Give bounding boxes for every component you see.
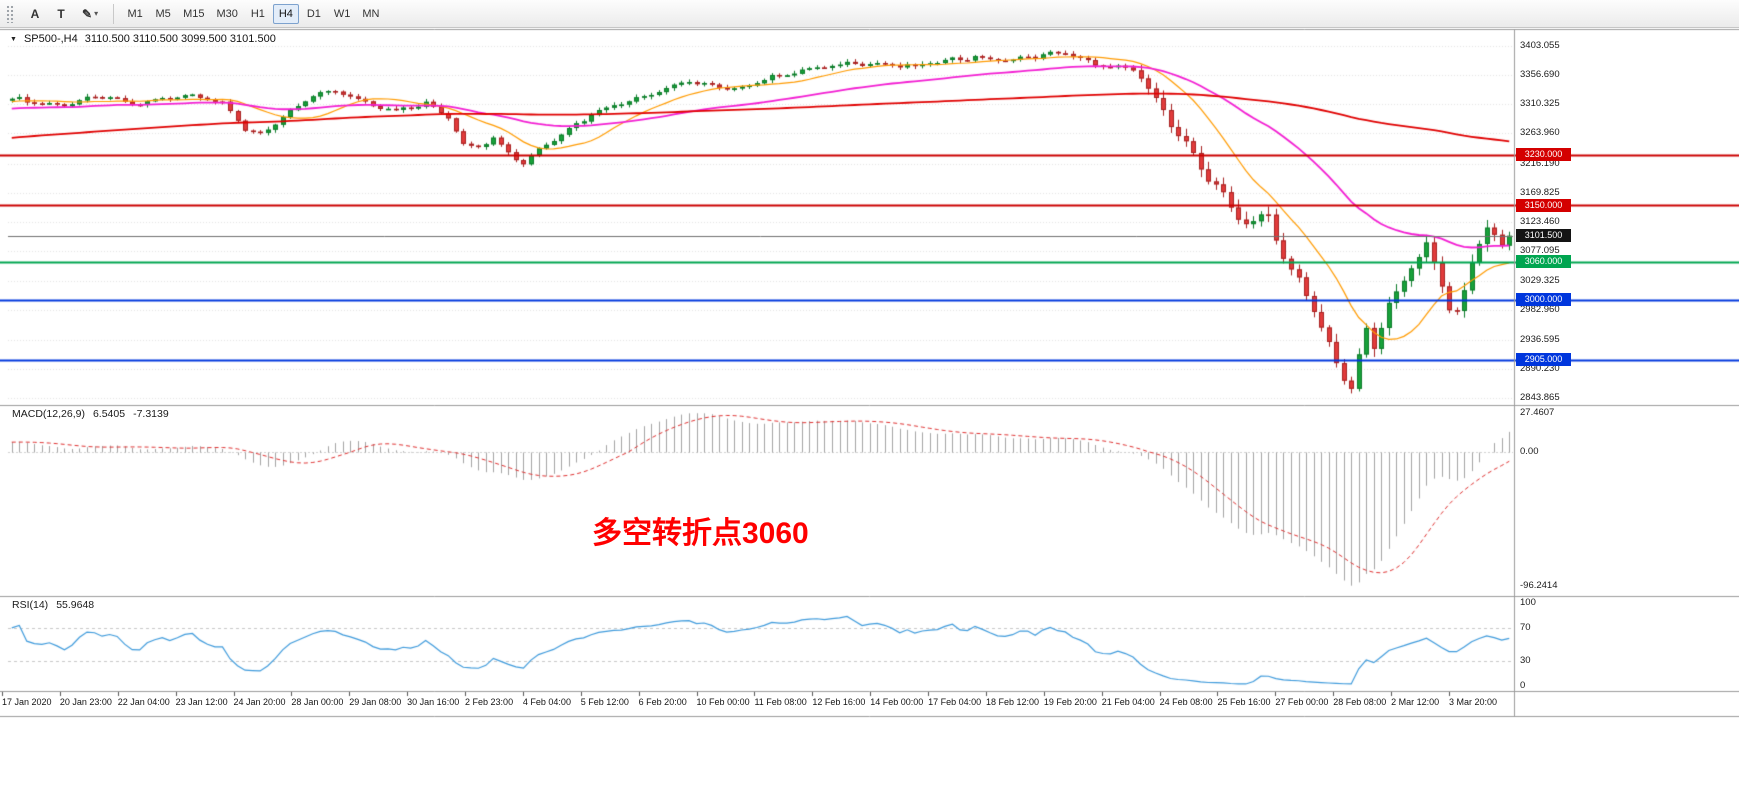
macd-indicator-name: MACD(12,26,9): [12, 408, 85, 420]
toolbar-separator: [113, 3, 115, 24]
symbol-ohlc-values: 3110.500 3110.500 3099.500 3101.500: [84, 33, 276, 45]
timeframe-button-h4[interactable]: H4: [272, 3, 299, 24]
text-tool-button[interactable]: A: [23, 3, 47, 25]
macd-signal-value: -7.3139: [133, 408, 169, 420]
symbol-marker-icon: ▼: [10, 35, 17, 43]
macd-main-value: 6.5405: [92, 408, 126, 420]
timeframe-button-w1[interactable]: W1: [329, 4, 356, 24]
rsi-indicator-name: RSI(14): [12, 599, 49, 611]
timeframe-button-m1[interactable]: M1: [122, 4, 148, 24]
timeframe-button-m15[interactable]: M15: [178, 4, 209, 24]
symbol-name: SP500-,H4: [23, 33, 78, 45]
timeframe-button-mn[interactable]: MN: [357, 4, 384, 24]
timeframe-toolbar: M1 M5 M15 M30 H1 H4 D1 W1 MN: [121, 3, 385, 24]
timeframe-button-m5[interactable]: M5: [150, 4, 176, 24]
chart-symbol-header: ▼ SP500-,H4 3110.500 3110.500 3099.500 3…: [10, 33, 276, 45]
text-label-tool-button[interactable]: T: [49, 3, 73, 25]
timeframe-button-h1[interactable]: H1: [245, 4, 271, 24]
drawing-tools-button[interactable]: ✎ ▾: [75, 3, 105, 25]
chevron-down-icon: ▾: [94, 9, 99, 18]
annotation-text: 多空转折点3060: [592, 517, 809, 550]
timeframe-button-m30[interactable]: M30: [211, 4, 242, 24]
toolbar: A T ✎ ▾ M1 M5 M15 M30 H1 H4 D1 W1 MN: [0, 0, 1739, 28]
macd-panel-label: MACD(12,26,9) 6.5405 -7.3139: [12, 408, 169, 420]
timeframe-button-d1[interactable]: D1: [301, 4, 327, 24]
toolbar-grip-icon[interactable]: [6, 4, 15, 23]
pencil-icon: ✎: [82, 6, 93, 21]
rsi-panel-label: RSI(14) 55.9648: [12, 599, 94, 611]
rsi-value: 55.9648: [56, 599, 95, 611]
